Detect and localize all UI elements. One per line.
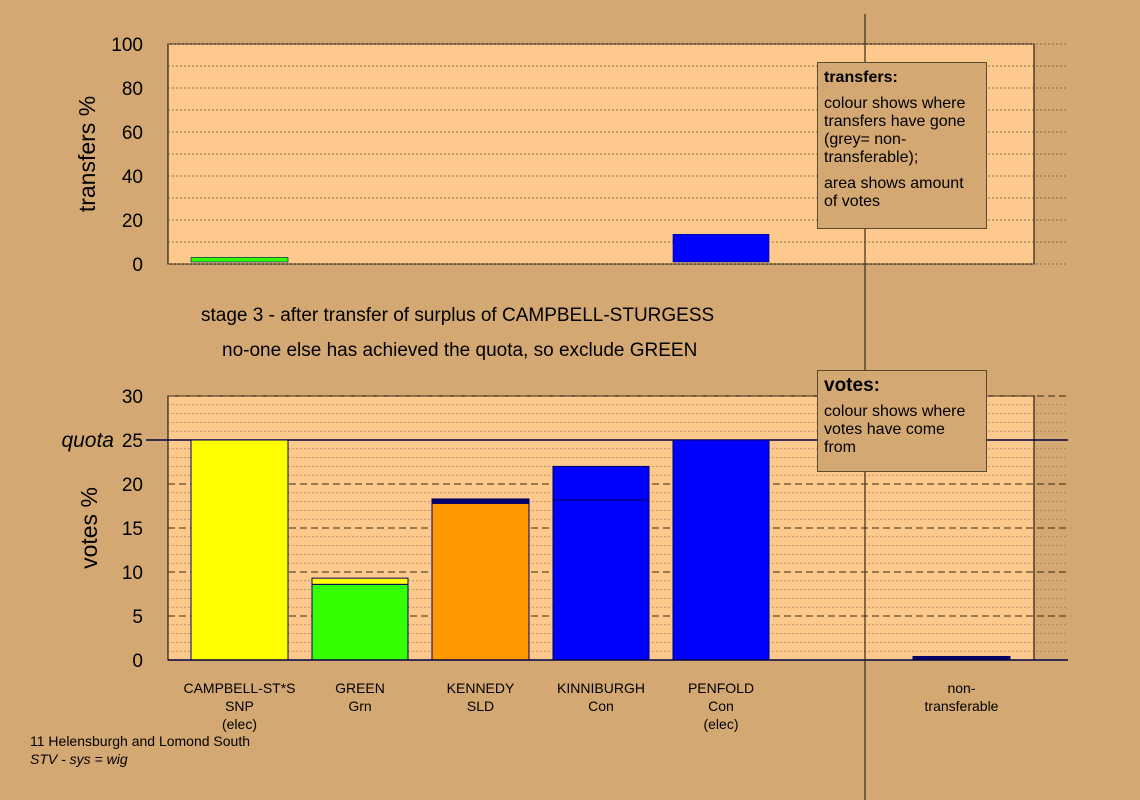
votes-bar-segment [552,499,650,661]
footer-system: STV - sys = wig [30,751,128,767]
candidate-name: CAMPBELL-ST*S [183,680,296,696]
candidate-label: CAMPBELL-ST*S SNP (elec) [170,679,310,733]
votes-legend: votes: colour shows where votes have com… [817,370,987,472]
candidate-party: Grn [348,698,372,714]
footer-constituency: 11 Helensburgh and Lomond South [30,733,251,749]
candidate-name: PENFOLD [687,680,755,696]
transfers-tick-label: 100 [111,35,143,56]
votes-bar-segment [311,577,409,585]
transfers-tick-label: 20 [122,211,143,232]
candidate-label: non-transferable [892,679,1032,715]
votes-axis-label: votes % [76,487,102,569]
candidate-label: KINNIBURGH Con [531,679,671,715]
votes-bar-segment [311,583,409,661]
candidate-party: transferable [924,698,999,714]
candidate-party: Con [588,698,614,714]
votes-tick-label: 0 [132,651,143,672]
votes-tick-label: 5 [132,607,143,628]
transfers-tick-label: 80 [122,79,143,100]
transfers-tick-label: 60 [122,123,143,144]
transfers-legend-colour: colour shows where transfers have gone (… [824,95,966,166]
stage-line-1: stage 3 - after transfer of surplus of C… [201,305,715,326]
candidate-name: GREEN [335,680,385,696]
candidate-status: (elec) [221,716,257,732]
votes-tick-label: 15 [122,519,143,540]
votes-tick-label: 25 [122,431,143,452]
candidate-party: Con [708,698,734,714]
votes-tick-label: 20 [122,475,143,496]
votes-bar-segment [552,465,650,501]
stage-line-2: no-one else has achieved the quota, so e… [222,340,698,361]
transfers-legend-title: transfers: [824,69,898,86]
candidate-name: KENNEDY [446,680,515,696]
candidate-party: SLD [466,698,495,714]
candidate-name: non- [947,680,976,696]
transfers-tick-label: 0 [132,255,143,276]
transfers-bar [190,257,289,263]
transfers-bar [672,234,770,263]
votes-bar-segment [672,439,770,661]
quota-label: quota [61,429,114,452]
candidate-label: KENNEDY SLD [411,679,551,715]
candidate-label: PENFOLD Con (elec) [651,679,791,733]
votes-tick-label: 10 [122,563,143,584]
transfers-legend-area: area shows amount of votes [824,175,964,210]
votes-legend-title: votes: [824,375,880,396]
votes-legend-colour: colour shows where votes have come from [824,403,966,456]
votes-bar-segment [431,498,530,504]
candidate-label: GREEN Grn [290,679,430,715]
votes-bar-segment [190,439,289,661]
transfers-axis-label: transfers % [74,96,100,212]
votes-chart: 0 5 10 15 20 25 30 quota votes % [61,387,1068,672]
candidate-status: (elec) [703,716,739,732]
candidate-name: KINNIBURGH [557,680,645,696]
votes-tick-label: 30 [122,387,143,408]
votes-bar-segment [431,502,530,661]
candidate-party: SNP [225,698,254,714]
transfers-legend: transfers: colour shows where transfers … [817,62,987,229]
transfers-tick-label: 40 [122,167,143,188]
